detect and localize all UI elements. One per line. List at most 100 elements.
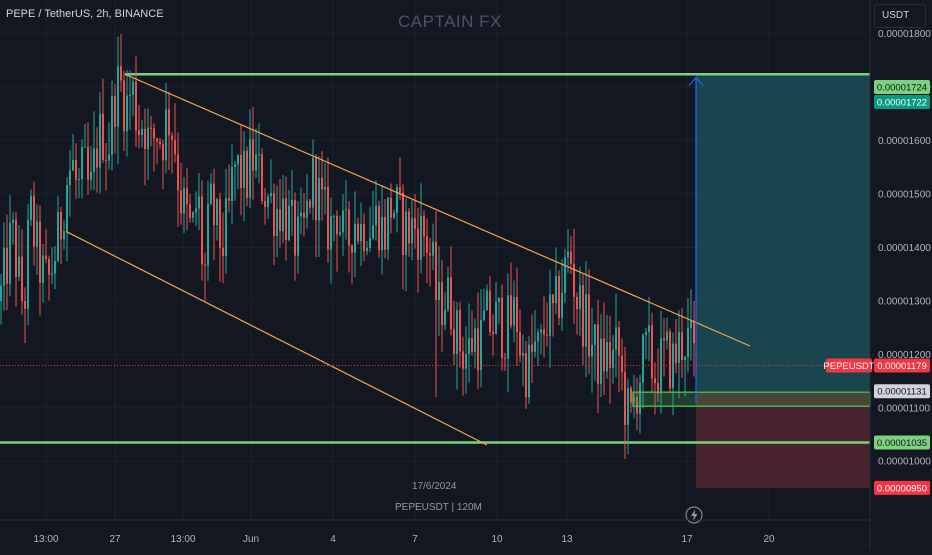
candle-body <box>30 195 32 221</box>
candle-body <box>273 193 275 236</box>
candle-body <box>270 193 272 197</box>
candle-body <box>600 338 602 384</box>
candle-body <box>588 294 590 357</box>
candle-body <box>669 331 671 389</box>
candle-body <box>306 200 308 218</box>
symbol-title[interactable]: PEPE / TetherUS, 2h, BINANCE <box>6 8 164 20</box>
candle-body <box>681 332 683 361</box>
y-tick-label: 0.00001100 <box>878 403 931 414</box>
candle-body <box>72 160 74 171</box>
candle-body <box>21 256 23 302</box>
candle-body <box>63 231 65 240</box>
channel-lower-line <box>65 230 488 446</box>
candle-body <box>495 301 497 335</box>
candle-body <box>417 228 419 260</box>
candle-body <box>606 341 608 372</box>
candle-body <box>18 256 20 277</box>
lightning-icon-glyph <box>691 509 698 521</box>
candle-body <box>81 147 83 180</box>
candle-body <box>300 212 302 217</box>
chart-watermark: CAPTAIN FX <box>398 12 502 31</box>
candle-body <box>219 199 221 249</box>
candle-body <box>297 216 299 256</box>
candle-body <box>465 354 467 369</box>
x-tick-label: 20 <box>763 534 775 545</box>
candle-body <box>285 198 287 240</box>
candle-body <box>291 199 293 206</box>
candle-body <box>114 96 116 127</box>
price-label-entry <box>874 384 930 399</box>
candle-body <box>402 192 404 255</box>
candle-body <box>507 295 509 359</box>
price-label-target <box>874 95 930 109</box>
candle-body <box>630 388 632 403</box>
candle-body <box>405 211 407 255</box>
x-tick-label: 4 <box>330 534 336 545</box>
candle-body <box>120 66 122 81</box>
candle-body <box>192 212 194 218</box>
candle-body <box>462 351 464 369</box>
candle-body <box>342 210 344 233</box>
candle-body <box>144 128 146 149</box>
candle-body <box>693 320 695 344</box>
candle-body <box>624 372 626 425</box>
horizontal-levels <box>0 73 870 444</box>
candle-body <box>585 294 587 347</box>
candle-body <box>339 232 341 235</box>
candle-body <box>378 205 380 251</box>
y-tick-label: 0.00001200 <box>878 350 931 361</box>
candle-body <box>459 310 461 352</box>
price-label-text: 0.00001035 <box>877 438 927 449</box>
candle-body <box>105 159 107 161</box>
candle-body <box>234 164 236 167</box>
candle-body <box>522 353 524 356</box>
candle-body <box>213 183 215 226</box>
candle-body <box>246 150 248 198</box>
candle-body <box>348 209 350 246</box>
currency-selector[interactable]: USDT <box>874 4 926 28</box>
candle-body <box>690 320 692 328</box>
candle-body <box>483 310 485 320</box>
candle-body <box>564 257 566 293</box>
candle-body <box>648 325 650 332</box>
candle-body <box>354 223 356 253</box>
candle-body <box>117 66 119 127</box>
candle-body <box>561 292 563 318</box>
price-label-level <box>874 435 930 450</box>
candle-body <box>327 187 329 250</box>
candle-body <box>147 127 149 149</box>
watermark-date: 17/6/2024 <box>412 481 457 492</box>
x-tick-label: 13:00 <box>170 534 195 545</box>
candle-body <box>282 198 284 232</box>
candle-body <box>534 341 536 352</box>
candle-body <box>414 218 416 229</box>
price-label-text: 0.00001722 <box>877 98 927 109</box>
candle-body <box>423 215 425 237</box>
candle-body <box>60 211 62 240</box>
candle-body <box>447 277 449 310</box>
candle-body <box>243 150 245 188</box>
candle-body <box>411 218 413 244</box>
y-tick-label: 0.00001300 <box>878 296 931 307</box>
candle-body <box>267 196 269 207</box>
candle-body <box>336 215 338 235</box>
candle-body <box>174 140 176 155</box>
price-label-level <box>874 80 930 94</box>
watermark-symbol: PEPEUSDT | 120M <box>395 502 482 513</box>
candle-body <box>678 332 680 363</box>
candle-body <box>390 197 392 218</box>
candle-body <box>357 223 359 242</box>
candle-body <box>351 245 353 253</box>
candle-body <box>168 109 170 136</box>
candle-body <box>138 130 140 136</box>
candle-body <box>444 309 446 325</box>
candle-body <box>570 251 572 264</box>
candle-body <box>177 154 179 191</box>
candle-body <box>156 138 158 142</box>
candle-body <box>639 382 641 414</box>
candle-body <box>363 223 365 252</box>
candles <box>0 34 695 459</box>
candle-body <box>510 295 512 326</box>
